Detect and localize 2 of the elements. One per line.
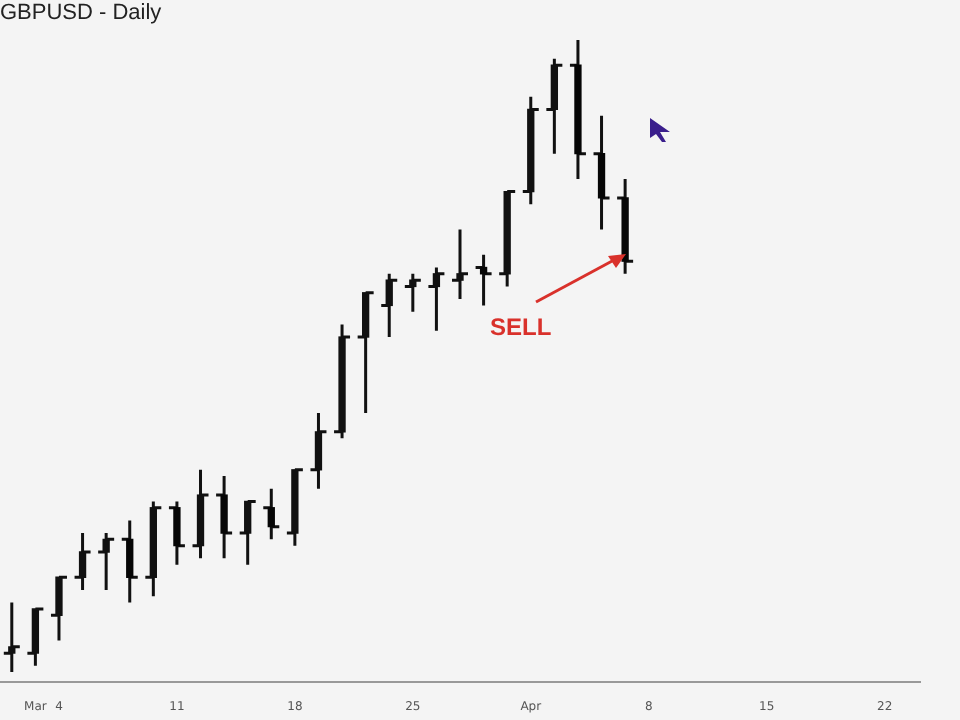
annotation: SELL: [490, 313, 552, 342]
chart-title: GBPUSD - Daily: [0, 1, 163, 26]
